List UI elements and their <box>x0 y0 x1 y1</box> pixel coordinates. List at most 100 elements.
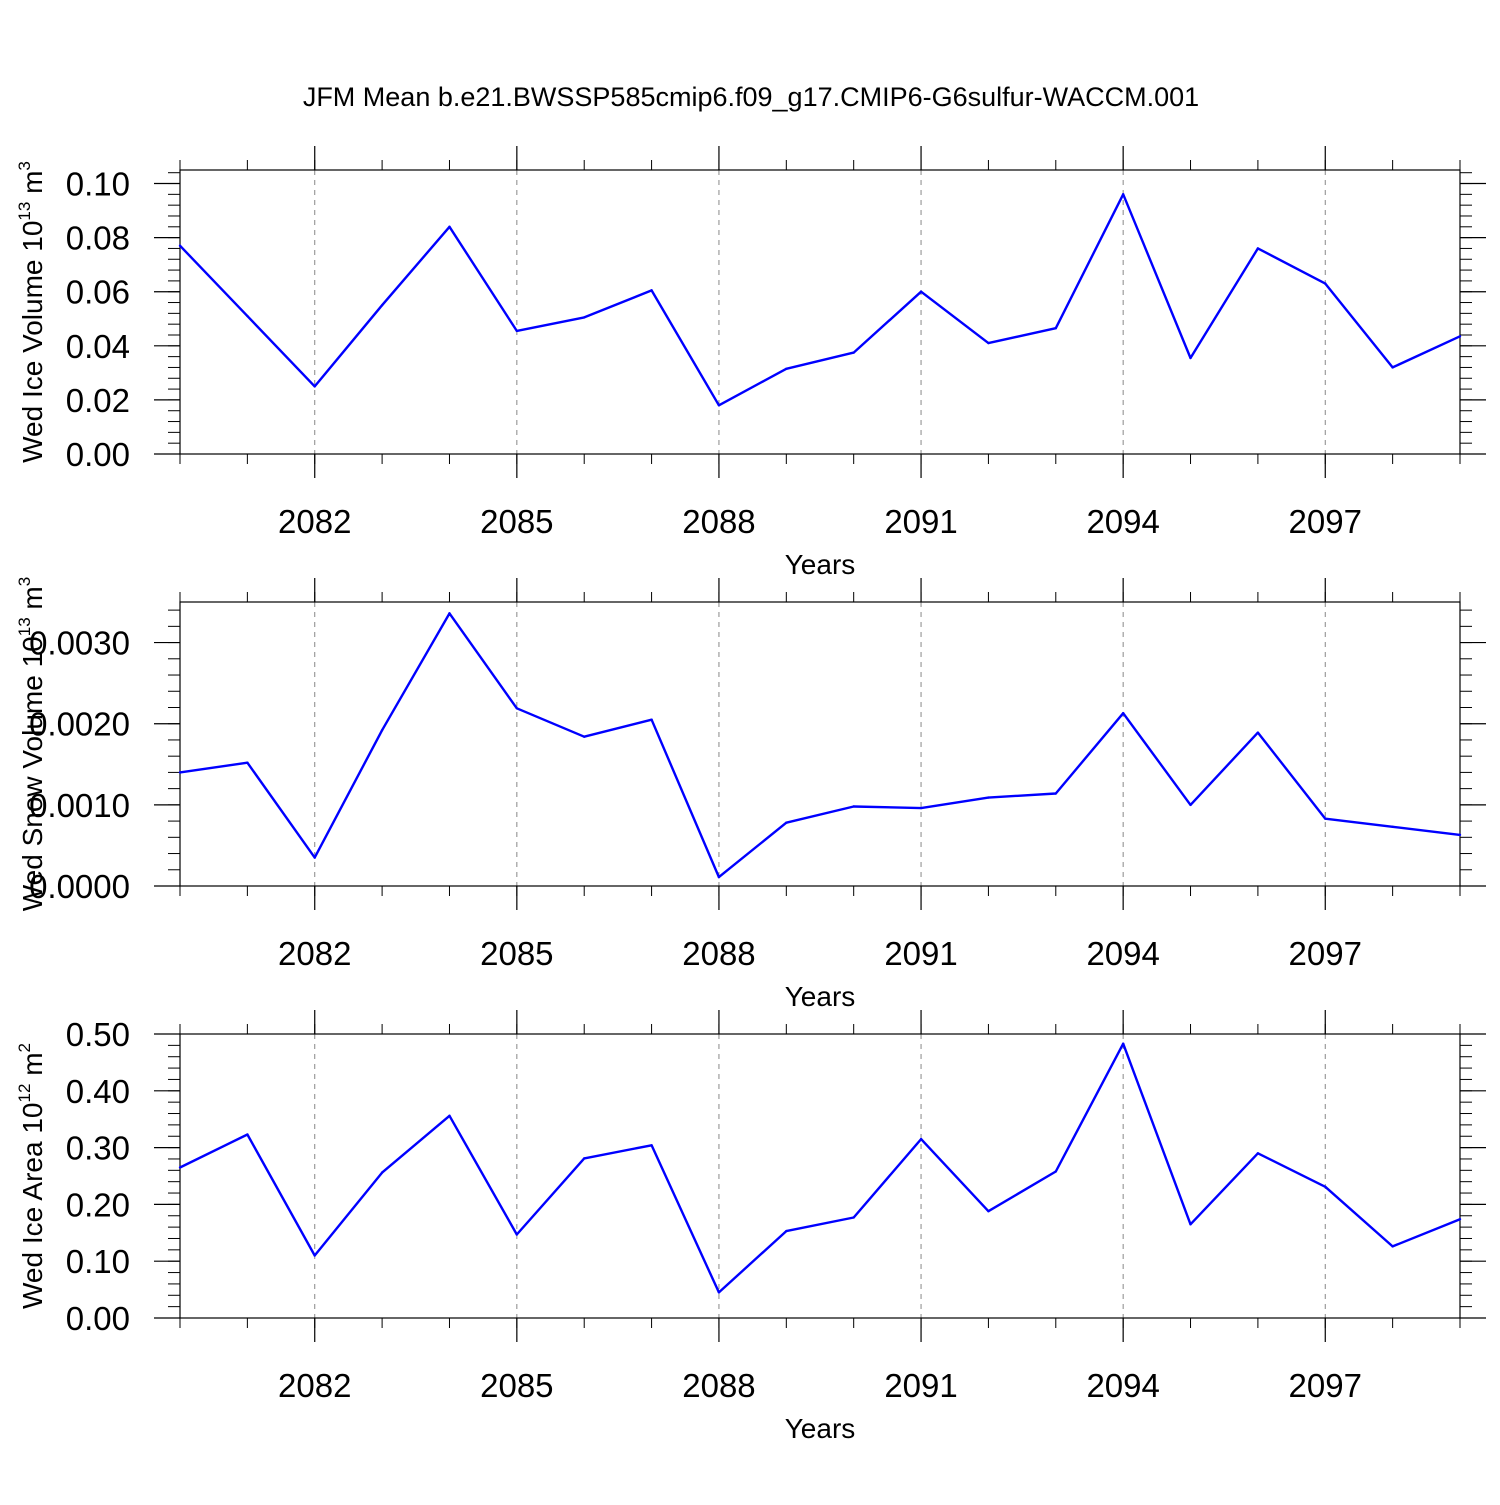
data-point <box>717 1291 721 1294</box>
data-point <box>650 1144 653 1147</box>
y-axis-title-ylabel-exponent: 12 <box>15 1084 34 1103</box>
data-point <box>313 1254 316 1257</box>
data-point <box>717 404 721 407</box>
y-tick-label: 0.0020 <box>29 706 130 743</box>
plot-frame <box>179 169 1461 455</box>
data-point <box>852 805 855 808</box>
data-point <box>717 875 721 879</box>
data-point <box>380 304 384 307</box>
y-tick-label: 0.06 <box>66 274 130 311</box>
y-tick-label: 0.10 <box>66 1243 130 1280</box>
y-tick-label: 0.0000 <box>29 868 130 905</box>
x-tick-label: 2088 <box>682 935 755 972</box>
data-point <box>380 1171 384 1174</box>
y-tick-label: 0.0010 <box>29 787 130 824</box>
x-tick-label: 2085 <box>480 503 553 540</box>
data-point <box>448 612 451 615</box>
x-tick-label: 2085 <box>480 1367 553 1404</box>
x-axis-title: Years <box>785 981 856 1012</box>
data-point <box>785 1229 788 1233</box>
data-point <box>1256 247 1260 250</box>
data-point <box>987 1210 990 1213</box>
chart-panels: 2082 2085 2088 2091 2094 2097 0.00 0.02 0.04 0.06… <box>15 146 1486 1444</box>
data-point <box>1054 792 1057 795</box>
data-point <box>1256 731 1260 734</box>
series-line <box>179 1042 1461 1294</box>
y-axis-title-ylabel-unit-exponent: 3 <box>15 161 34 170</box>
x-tick-label: 2091 <box>884 1367 957 1404</box>
chart-title: JFM Mean b.e21.BWSSP585cmip6.f09_g17.CMI… <box>303 82 1199 112</box>
x-tick-label: 2088 <box>682 503 755 540</box>
x-tick-label: 2094 <box>1086 503 1159 540</box>
y-axis-title-ylabel: Wed Snow Volume 10 <box>17 636 48 911</box>
data-point <box>178 244 182 247</box>
data-point <box>650 718 653 721</box>
y-tick-label: 0.00 <box>66 436 130 473</box>
x-tick-label: 2091 <box>884 935 957 972</box>
data-point <box>852 351 855 354</box>
data-point <box>1324 817 1327 820</box>
y-tick-label: 0.00 <box>66 1300 130 1337</box>
y-axis-title-ylabel-exponent: 13 <box>15 617 34 636</box>
data-point <box>1189 356 1192 360</box>
data-point <box>1121 193 1125 196</box>
data-point <box>178 771 182 774</box>
x-tick-label: 2094 <box>1086 1367 1159 1404</box>
x-tick-label: 2085 <box>480 935 553 972</box>
data-point <box>1121 711 1125 715</box>
data-point <box>246 314 249 318</box>
series-line <box>179 612 1461 879</box>
x-axis-title: Years <box>785 549 856 580</box>
x-tick-label: 2094 <box>1086 935 1159 972</box>
y-axis-title: Wed Snow Volume 1013 m3 <box>15 577 48 911</box>
data-point <box>178 1166 182 1169</box>
data-point <box>987 341 990 345</box>
data-point <box>1458 1217 1462 1221</box>
y-tick-label: 0.02 <box>66 382 130 419</box>
x-tick-label: 2082 <box>278 935 351 972</box>
panel-2: 2082 2085 2088 2091 2094 2097 0.0000 0.0010 0.00… <box>15 577 1486 1012</box>
data-point <box>1054 327 1057 330</box>
data-point <box>1458 335 1462 338</box>
data-point <box>919 806 923 810</box>
x-tick-label: 2082 <box>278 503 351 540</box>
data-point <box>1458 833 1462 837</box>
data-point <box>1391 1245 1394 1248</box>
data-point <box>313 385 316 388</box>
y-axis-title-ylabel: Wed Ice Volume 10 <box>17 221 48 463</box>
data-point <box>852 1216 855 1219</box>
data-point <box>1121 1042 1125 1045</box>
data-point <box>583 1157 586 1160</box>
data-point <box>448 1114 451 1117</box>
data-point <box>448 225 451 228</box>
plot-frame <box>179 601 1461 887</box>
y-tick-label: 0.30 <box>66 1130 130 1167</box>
y-tick-label: 0.20 <box>66 1186 130 1223</box>
y-axis-title-ylabel-unit: m <box>17 171 48 202</box>
y-axis-title-ylabel-unit: m <box>17 586 48 617</box>
y-axis-title: Wed Ice Volume 1013 m3 <box>15 161 48 463</box>
x-tick-label: 2091 <box>884 503 957 540</box>
data-point <box>583 735 586 738</box>
y-axis-title-ylabel: Wed Ice Area 10 <box>17 1103 48 1310</box>
data-point <box>1391 366 1394 369</box>
panel-1: 2082 2085 2088 2091 2094 2097 0.00 0.02 0.04 0.06… <box>15 146 1486 580</box>
y-axis-title-ylabel-unit-exponent: 2 <box>15 1043 34 1052</box>
data-point <box>1324 282 1327 285</box>
data-point <box>1189 1223 1192 1226</box>
data-point <box>919 1137 923 1141</box>
data-point <box>1256 1152 1260 1155</box>
x-tick-label: 2097 <box>1289 1367 1362 1404</box>
data-point <box>1054 1170 1057 1173</box>
x-axis-title: Years <box>785 1413 856 1444</box>
y-tick-label: 0.10 <box>66 166 130 203</box>
x-tick-label: 2097 <box>1289 935 1362 972</box>
y-axis-title-ylabel-exponent: 13 <box>15 202 34 221</box>
y-tick-label: 0.0030 <box>29 625 130 662</box>
data-point <box>246 761 249 764</box>
data-point <box>246 1133 249 1136</box>
data-point <box>785 367 788 370</box>
x-tick-label: 2097 <box>1289 503 1362 540</box>
